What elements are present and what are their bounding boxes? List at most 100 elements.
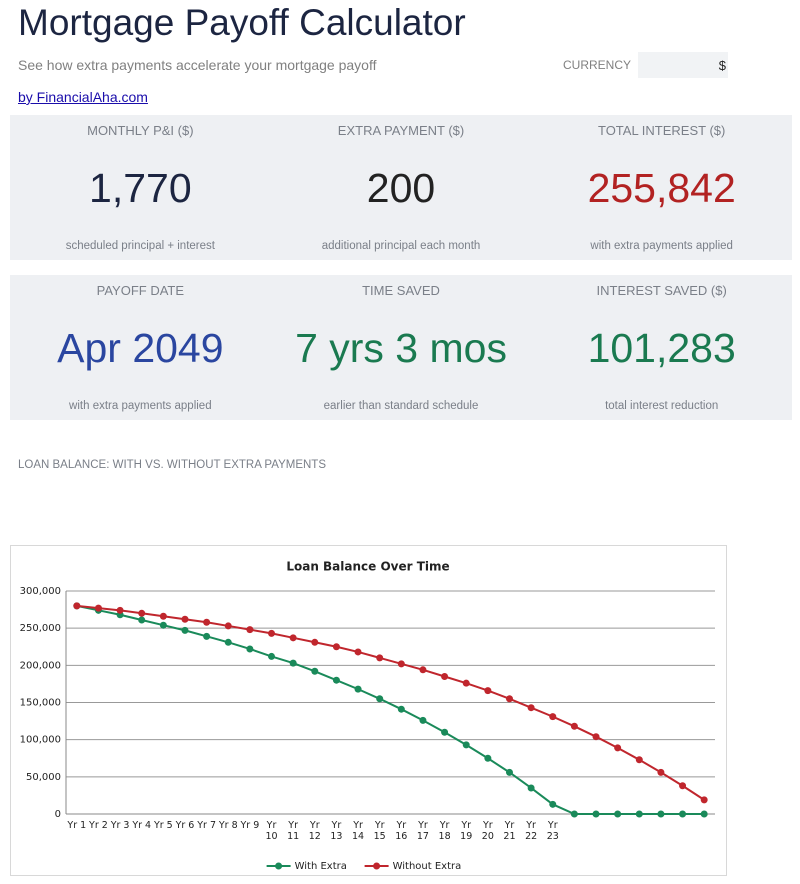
card-value: 200 (366, 165, 436, 211)
source-link[interactable]: by FinancialAha.com (18, 89, 148, 105)
card-value: 255,842 (587, 165, 736, 211)
x-tick-label: Yr 5 (153, 820, 173, 831)
data-point (549, 800, 557, 808)
x-tick-label: Yr 22 (525, 820, 538, 842)
data-point (570, 722, 578, 730)
data-point (592, 733, 600, 741)
data-point (159, 612, 167, 620)
data-point (700, 796, 708, 804)
x-tick-label: Yr 3 (110, 820, 130, 831)
card: EXTRA PAYMENT ($) 200 additional principal… (271, 115, 532, 260)
data-point (94, 604, 102, 612)
x-tick-label: Yr 8 (218, 820, 238, 831)
data-point (311, 667, 319, 675)
data-point (441, 672, 449, 680)
data-point (614, 810, 622, 818)
x-tick-label: Yr 6 (175, 820, 195, 831)
card-value: 7 yrs 3 mos (295, 325, 507, 371)
card-label: TOTAL INTEREST ($) (597, 123, 726, 138)
page-title: Mortgage Payoff Calculator (18, 2, 466, 43)
data-point (289, 634, 297, 642)
x-tick-label: Yr 12 (308, 820, 321, 842)
data-point (527, 704, 535, 712)
data-point (549, 713, 557, 721)
x-tick-label: Yr 9 (240, 820, 260, 831)
data-point (354, 685, 362, 693)
data-point (224, 638, 232, 646)
card-note: with extra payments applied (69, 400, 212, 412)
y-tick-label: 150,000 (20, 698, 61, 709)
data-point (570, 810, 578, 818)
x-tick-label: Yr 16 (395, 820, 408, 842)
y-tick-label: 300,000 (20, 586, 61, 597)
data-point (268, 652, 276, 660)
card-label: TIME SAVED (362, 283, 440, 298)
card-note: scheduled principal + interest (65, 240, 215, 252)
data-point (679, 782, 687, 790)
data-point (332, 676, 340, 684)
x-tick-label: Yr 13 (330, 820, 343, 842)
data-point (203, 632, 211, 640)
card-row: MONTHLY P&I ($) 1,770 scheduled principal … (10, 115, 792, 260)
data-point (354, 648, 362, 656)
data-point (462, 741, 470, 749)
data-point (419, 666, 427, 674)
card-note: total interest reduction (605, 400, 719, 412)
chart: Loan Balance Over Time 0 50,000 100,000 150… (20, 560, 715, 872)
card-row: PAYOFF DATE Apr 2049 with extra payments a… (10, 275, 792, 420)
data-point (419, 716, 427, 724)
data-point (484, 687, 492, 695)
data-point (203, 618, 211, 626)
data-point (397, 705, 405, 713)
legend-label: Without Extra (393, 861, 462, 872)
card: MONTHLY P&I ($) 1,770 scheduled principal … (10, 115, 271, 260)
data-point (592, 810, 600, 818)
data-point (181, 615, 189, 623)
section-label: LOAN BALANCE: WITH VS. WITHOUT EXTRA PAY… (18, 459, 326, 471)
card-label: PAYOFF DATE (96, 283, 185, 298)
card-value: 101,283 (587, 325, 736, 371)
currency-input[interactable]: $ (638, 52, 728, 78)
data-point (657, 768, 665, 776)
x-tick-label: Yr 17 (416, 820, 429, 842)
legend-swatch-dot (275, 862, 283, 870)
data-point (657, 810, 665, 818)
x-tick-label: Yr 21 (503, 820, 516, 842)
y-tick-label: 100,000 (20, 735, 61, 746)
y-tick-label: 200,000 (20, 660, 61, 671)
card-note: earlier than standard schedule (323, 400, 479, 412)
currency-label: CURRENCY (563, 58, 632, 72)
data-point (679, 810, 687, 818)
data-point (311, 638, 319, 646)
data-point (224, 622, 232, 630)
data-point (614, 744, 622, 752)
data-point (376, 654, 384, 662)
series-line (76, 604, 705, 801)
card: INTEREST SAVED ($) 101,283 total interest … (531, 275, 792, 420)
legend-swatch-dot (373, 862, 381, 870)
y-tick-label: 250,000 (20, 623, 61, 634)
legend-label: With Extra (295, 861, 347, 872)
chart-title: Loan Balance Over Time (286, 560, 449, 574)
data-point (116, 606, 124, 614)
data-point (505, 695, 513, 703)
x-tick-label: Yr 20 (481, 820, 494, 842)
x-tick-label: Yr 10 (265, 820, 278, 842)
y-tick-label: 0 (55, 809, 61, 820)
data-point (376, 695, 384, 703)
card-note: with extra payments applied (590, 240, 733, 252)
subtitle: See how extra payments accelerate your m… (18, 57, 377, 73)
card-label: EXTRA PAYMENT ($) (337, 123, 465, 138)
card-label: MONTHLY P&I ($) (87, 123, 194, 138)
card-value: Apr 2049 (57, 325, 224, 371)
data-point (181, 626, 189, 634)
data-point (138, 609, 146, 617)
card: TIME SAVED 7 yrs 3 mos earlier than standa… (271, 275, 532, 420)
data-point (462, 679, 470, 687)
chart-panel: Loan Balance Over Time 0 50,000 100,000 150… (10, 545, 727, 876)
data-point (505, 768, 513, 776)
data-point (159, 621, 167, 629)
data-point (138, 616, 146, 624)
data-point (397, 660, 405, 668)
card: PAYOFF DATE Apr 2049 with extra payments a… (10, 275, 271, 420)
